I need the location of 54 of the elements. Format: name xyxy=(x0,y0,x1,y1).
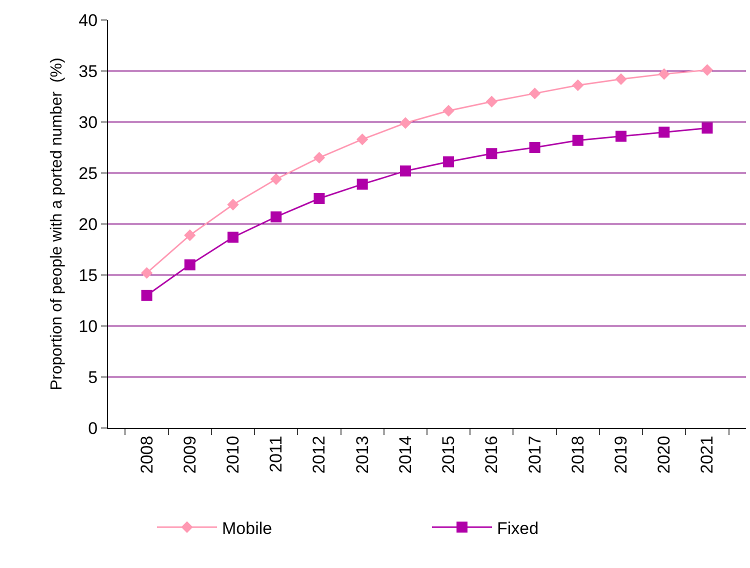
x-tick-label: 2008 xyxy=(137,436,156,474)
point xyxy=(270,173,282,185)
point xyxy=(140,267,153,279)
y-tick-label: 5 xyxy=(88,368,98,387)
point xyxy=(615,73,627,86)
y-tick-label: 35 xyxy=(78,62,98,81)
y-axis-title: Proportion of people with a ported number (%) xyxy=(48,58,66,390)
point xyxy=(616,130,626,142)
point xyxy=(528,88,541,100)
x-tick-label: 2021 xyxy=(698,436,717,474)
y-tick-label: 25 xyxy=(78,164,98,183)
point xyxy=(184,229,196,242)
point xyxy=(442,104,454,117)
y-tick-label: 40 xyxy=(78,10,98,30)
x-tick-label: 2018 xyxy=(568,436,588,474)
y-tick-label: 30 xyxy=(78,112,98,132)
point xyxy=(529,142,540,153)
point xyxy=(270,211,282,222)
point xyxy=(658,126,670,138)
legend-label: Fixed xyxy=(497,518,539,538)
y-tick-label: 15 xyxy=(78,266,98,285)
x-tick-label: 2020 xyxy=(654,436,674,474)
x-tick-label: 2009 xyxy=(180,436,200,474)
x-tick-label: 2011 xyxy=(266,436,286,472)
x-tick-label: 2017 xyxy=(525,436,544,474)
point xyxy=(356,133,368,146)
point xyxy=(400,165,411,176)
y-tick-label: 10 xyxy=(78,316,98,336)
point xyxy=(572,134,584,146)
point xyxy=(572,79,584,92)
point xyxy=(443,156,454,168)
x-tick-label: 2010 xyxy=(224,436,243,474)
x-tick-label: 2016 xyxy=(482,436,502,474)
point xyxy=(313,152,326,164)
y-tick-label: 0 xyxy=(88,418,98,438)
point xyxy=(228,232,238,243)
point xyxy=(486,148,498,160)
point xyxy=(486,96,498,108)
x-tick-label: 2014 xyxy=(396,436,415,474)
x-tick-label: 2015 xyxy=(439,436,458,474)
legend-label: Mobile xyxy=(222,518,272,538)
y-tick-label: 20 xyxy=(78,214,98,234)
x-tick-label: 2012 xyxy=(310,436,329,474)
point xyxy=(400,117,412,129)
point xyxy=(658,68,670,80)
point xyxy=(356,178,368,190)
point xyxy=(702,122,713,134)
point xyxy=(314,193,325,204)
point xyxy=(701,64,714,76)
x-tick-label: 2019 xyxy=(612,436,631,474)
point xyxy=(227,198,239,210)
point xyxy=(141,290,152,301)
x-tick-label: 2013 xyxy=(352,436,372,474)
point xyxy=(184,259,196,270)
